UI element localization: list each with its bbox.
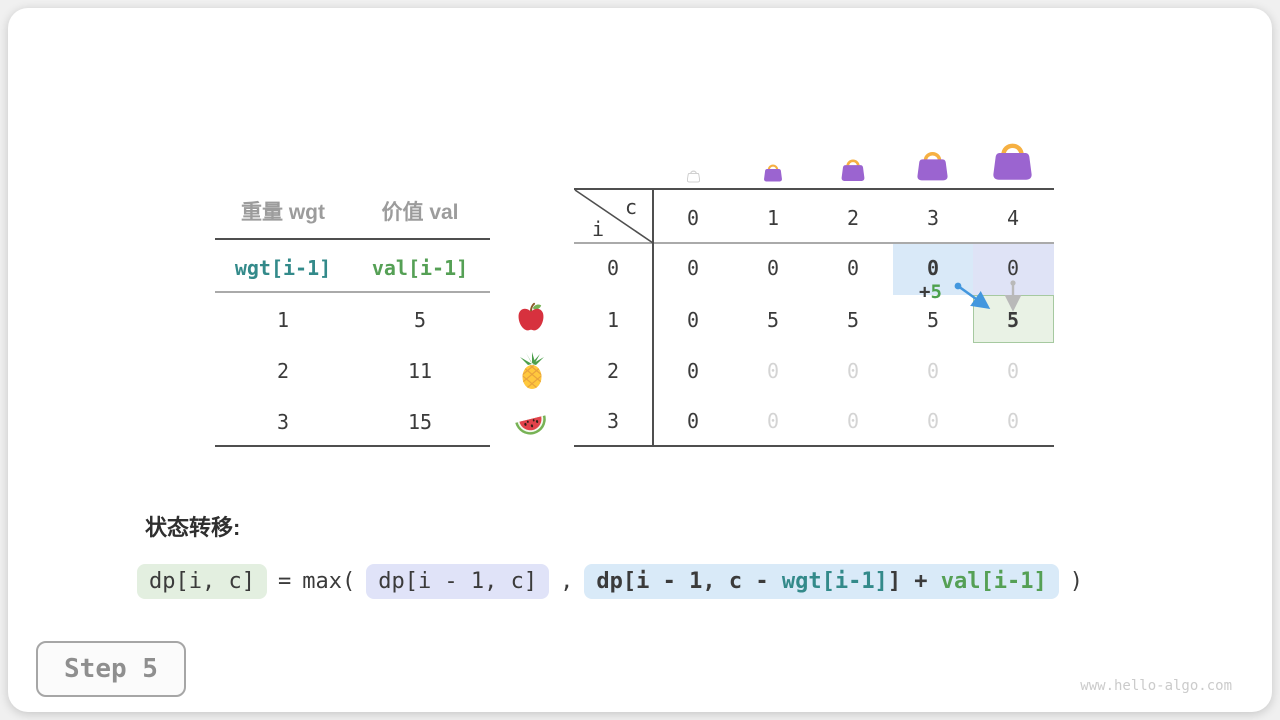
dp-cell-3-2: 0 — [846, 409, 860, 433]
watermark-url: www.hello-algo.com — [1080, 678, 1232, 694]
bag-xlarge-icon — [989, 136, 1036, 187]
dp-cell-1-1: 5 — [766, 308, 780, 332]
items-table-mid-rule — [215, 291, 490, 293]
dp-cell-1-0: 0 — [686, 308, 700, 332]
dp-corner-diagonal — [574, 189, 654, 244]
dp-row-label-1: 1 — [606, 308, 620, 332]
dp-cell-0-3: 0 — [926, 256, 940, 280]
dp-cell-3-0: 0 — [686, 409, 700, 433]
dp-cell-2-3: 0 — [926, 359, 940, 383]
plus-value-annotation: +5 — [919, 281, 942, 303]
item-2-weight: 2 — [276, 359, 290, 383]
apple-icon — [515, 302, 547, 334]
dp-table-bottom-rule — [574, 445, 1054, 447]
dp-cell-2-1: 0 — [766, 359, 780, 383]
dp-cell-2-0: 0 — [686, 359, 700, 383]
formula-close-paren: ) — [1069, 568, 1084, 594]
bag-medium-icon — [839, 155, 867, 187]
formula-arg2-prefix: dp[i - 1, c - — [596, 568, 782, 594]
transition-arrows — [954, 280, 1022, 312]
item-3-weight: 3 — [276, 410, 290, 434]
diagonal-transition-arrow — [954, 282, 991, 310]
dp-row-label-2: 2 — [606, 359, 620, 383]
dp-cell-2-2: 0 — [846, 359, 860, 383]
items-value-header: 价值 val — [381, 201, 459, 224]
dp-cell-3-1: 0 — [766, 409, 780, 433]
plus-sign: + — [919, 281, 931, 303]
dp-cell-3-4: 0 — [1006, 409, 1020, 433]
items-table-top-rule — [215, 238, 490, 240]
formula-arg2-wgt: wgt[i-1] — [781, 568, 888, 594]
formula-arg1-chip: dp[i - 1, c] — [366, 563, 550, 599]
item-1-value: 5 — [413, 308, 427, 332]
formula-arg2-mid: ] + — [887, 568, 941, 594]
dp-col-header-3: 3 — [926, 206, 940, 230]
added-value: 5 — [930, 281, 942, 303]
bag-large-icon — [914, 146, 951, 187]
formula-lhs-chip: dp[i, c] — [137, 563, 267, 599]
transition-section-label: 状态转移: — [145, 515, 241, 540]
formula-equals: = — [277, 568, 292, 594]
items-wgt-index-label: wgt[i-1] — [234, 256, 332, 280]
dp-table-vertical-rule — [652, 188, 654, 447]
dp-cell-1-3: 5 — [926, 308, 940, 332]
dp-col-header-0: 0 — [686, 206, 700, 230]
dp-cell-0-0: 0 — [686, 256, 700, 280]
items-val-index-label: val[i-1] — [371, 256, 469, 280]
dp-row-label-3: 3 — [606, 409, 620, 433]
bag-empty-icon — [686, 168, 701, 187]
dp-cell-2-4: 0 — [1006, 359, 1020, 383]
dp-col-variable: c — [624, 195, 638, 219]
dp-cell-0-4: 0 — [1006, 256, 1020, 280]
dp-col-header-1: 1 — [766, 206, 780, 230]
formula-max-open: max( — [302, 568, 356, 594]
bag-small-icon — [762, 161, 784, 187]
dp-cell-0-2: 0 — [846, 256, 860, 280]
items-table-bottom-rule — [215, 445, 490, 447]
vertical-transition-arrow — [1004, 280, 1022, 312]
items-weight-header: 重量 wgt — [241, 201, 325, 224]
dp-row-variable: i — [591, 217, 605, 241]
transition-formula: dp[i, c] = max( dp[i - 1, c] , dp[i - 1,… — [137, 560, 1083, 602]
dp-row-label-0: 0 — [606, 256, 620, 280]
item-1-weight: 1 — [276, 308, 290, 332]
item-2-value: 11 — [407, 359, 433, 383]
dp-cell-1-2: 5 — [846, 308, 860, 332]
dp-table-header-rule — [574, 242, 1054, 244]
pineapple-icon — [514, 352, 550, 390]
dp-col-header-4: 4 — [1006, 206, 1020, 230]
formula-comma: , — [560, 568, 574, 594]
figure-card — [8, 8, 1272, 712]
watermelon-icon — [513, 404, 549, 440]
item-3-value: 15 — [407, 410, 433, 434]
formula-arg2-chip: dp[i - 1, c - wgt[i-1]] + val[i-1] — [584, 563, 1059, 599]
dp-table-top-rule — [574, 188, 1054, 190]
step-badge: Step 5 — [36, 641, 186, 697]
dp-col-header-2: 2 — [846, 206, 860, 230]
dp-cell-1-4: 5 — [1006, 308, 1020, 332]
formula-arg2-val: val[i-1] — [940, 568, 1047, 594]
dp-cell-0-1: 0 — [766, 256, 780, 280]
dp-cell-3-3: 0 — [926, 409, 940, 433]
